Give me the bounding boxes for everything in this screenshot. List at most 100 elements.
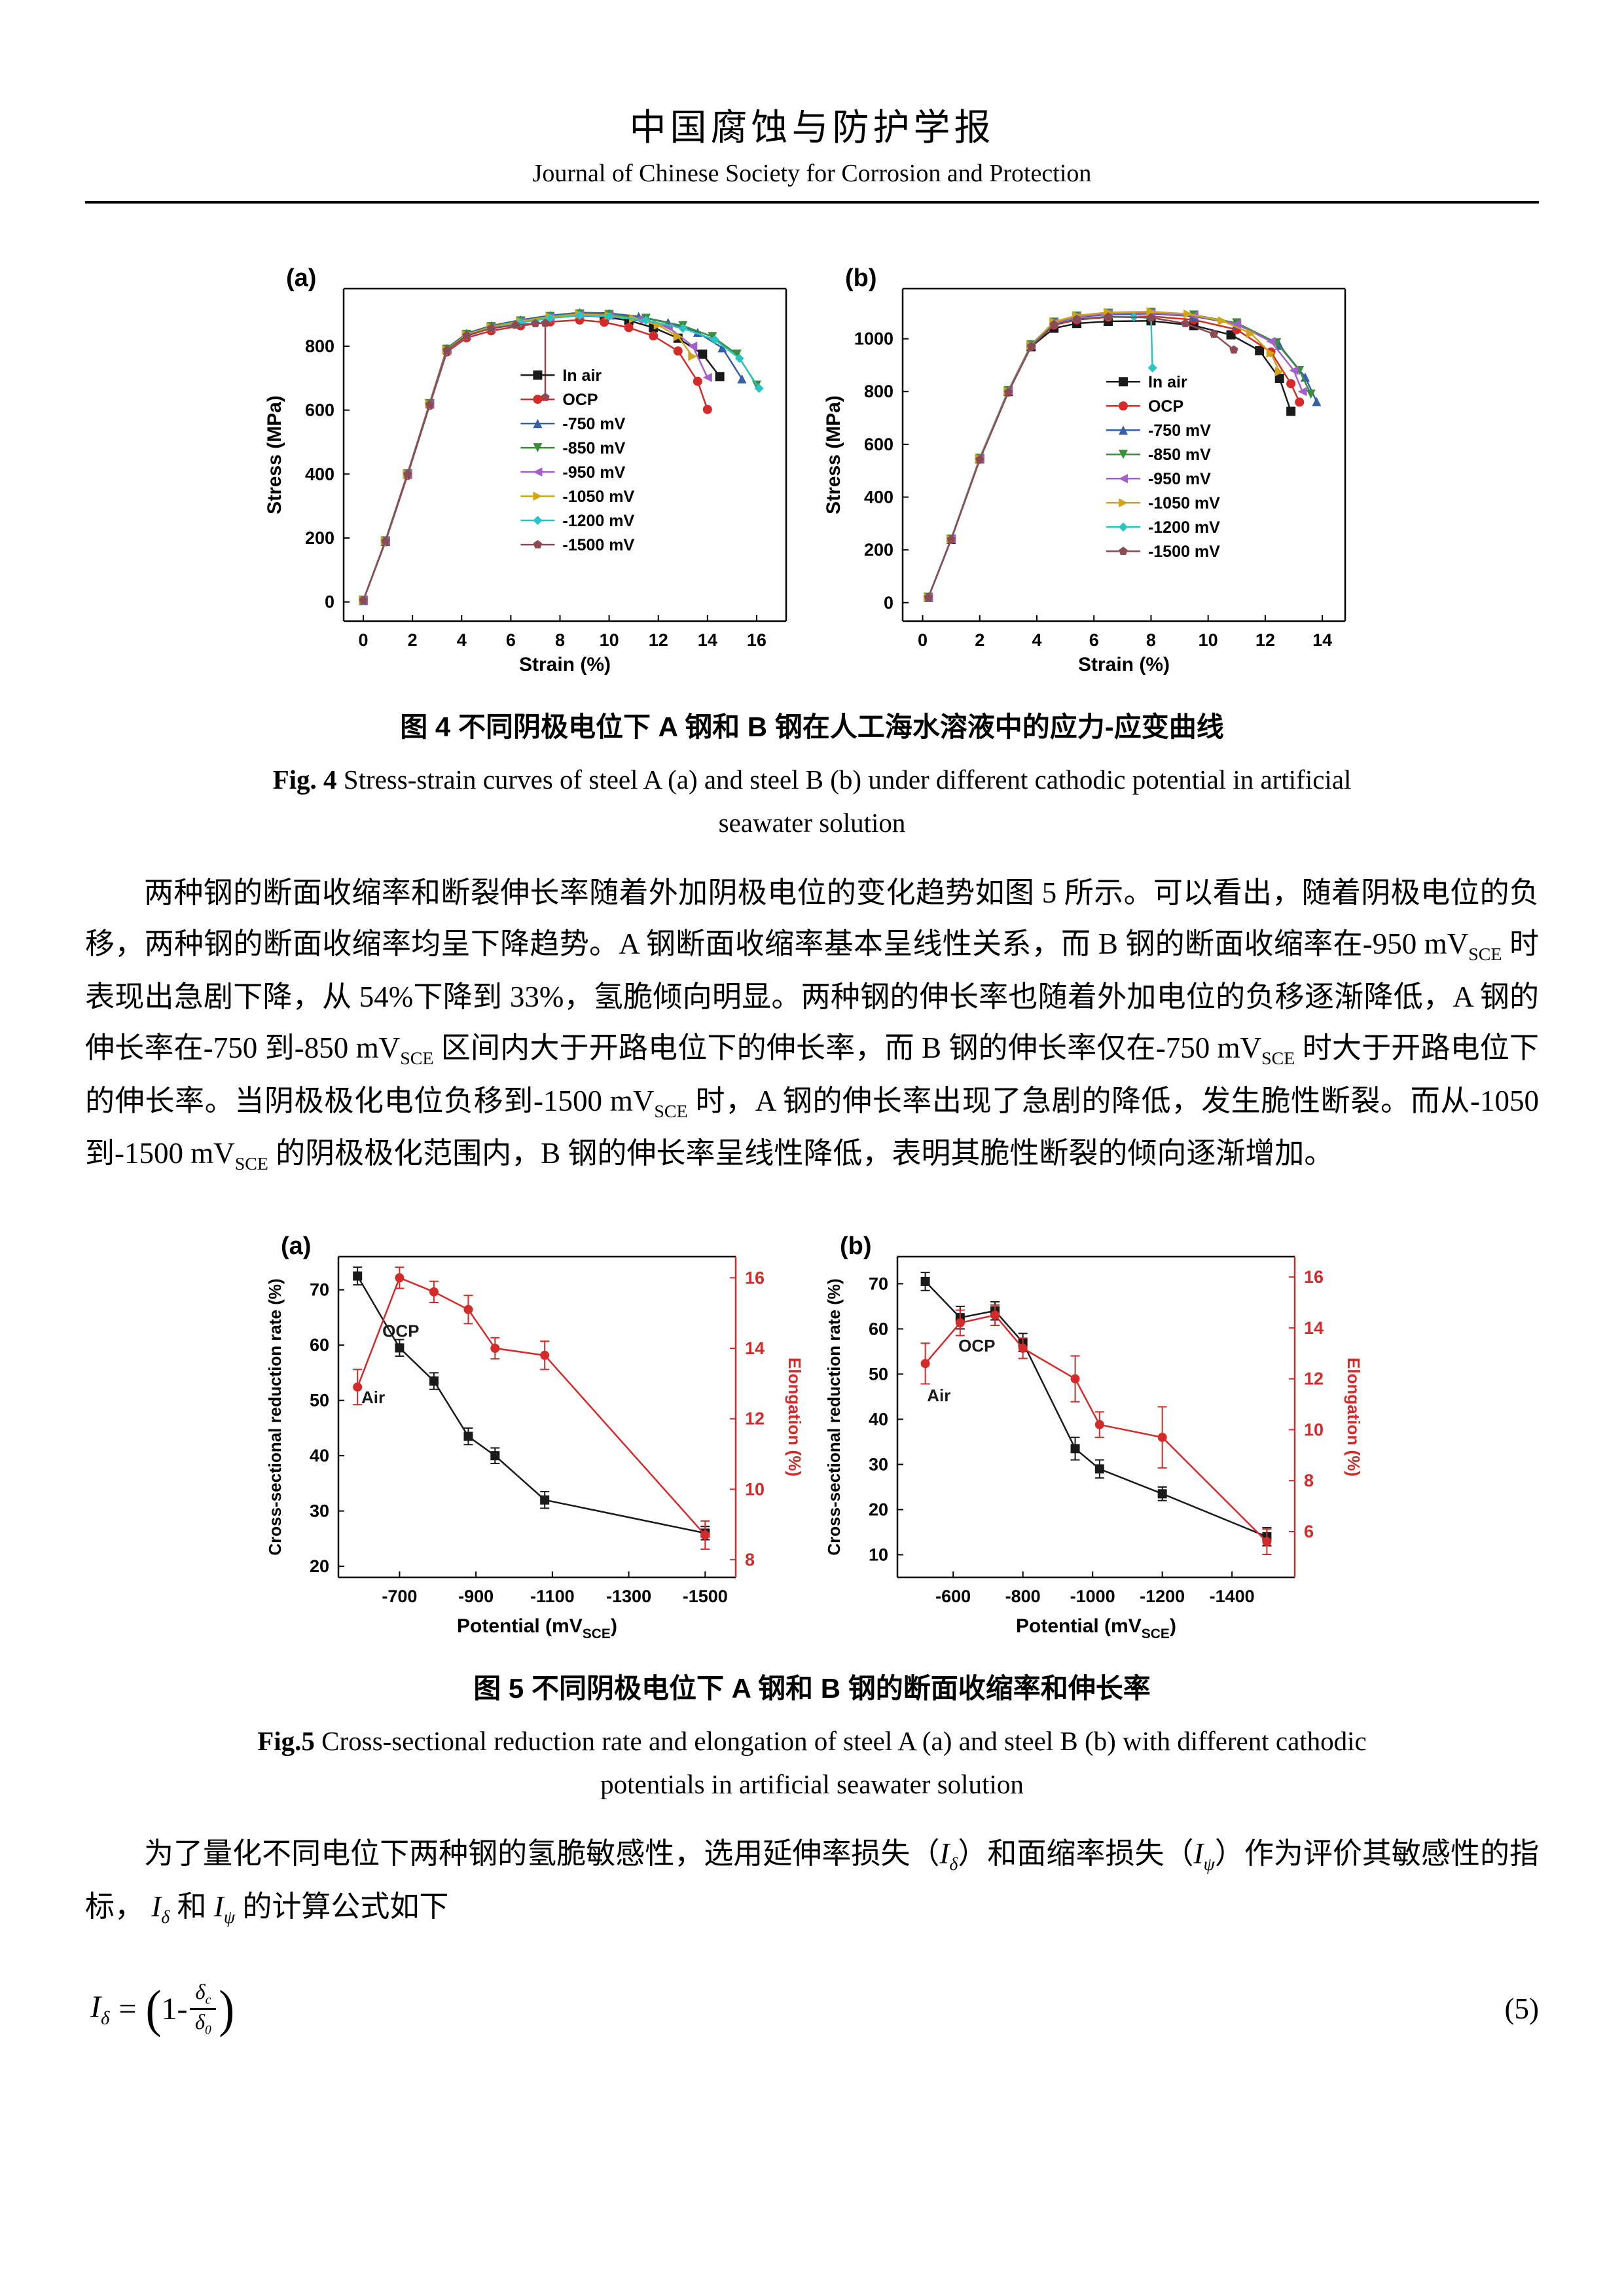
svg-text:2: 2	[975, 630, 984, 650]
svg-text:-950 mV: -950 mV	[562, 463, 625, 482]
svg-text:60: 60	[309, 1335, 329, 1355]
figure-5-caption-en-line2: potentials in artificial seawater soluti…	[600, 1769, 1024, 1799]
svg-text:12: 12	[648, 630, 668, 650]
svg-text:-1050 mV: -1050 mV	[562, 488, 634, 506]
svg-text:-1500: -1500	[682, 1587, 727, 1606]
svg-text:-750 mV: -750 mV	[1147, 422, 1210, 440]
figure-4-caption-zh: 图 4 不同阴极电位下 A 钢和 B 钢在人工海水溶液中的应力-应变曲线	[400, 711, 1224, 742]
figure-5-charts: -700 -900 -1100 -1300 -1500 20 30 40 50 60 70 8 10 12…	[85, 1223, 1539, 1648]
svg-text:0: 0	[918, 630, 928, 650]
equation-relation: =	[118, 1991, 137, 2026]
svg-text:OCP: OCP	[1147, 397, 1183, 416]
svg-text:In air: In air	[562, 367, 602, 385]
svg-text:10: 10	[745, 1479, 765, 1499]
svg-text:800: 800	[863, 382, 893, 401]
svg-text:-850 mV: -850 mV	[1147, 446, 1210, 464]
svg-text:8: 8	[745, 1550, 755, 1570]
stress-strain-chart-steel-b: 0 2 4 6 8 10 12 14 0 200 400 600 800 1000 Strain (%) St…	[823, 264, 1346, 675]
svg-text:16: 16	[745, 1268, 765, 1287]
svg-text:-1500 mV: -1500 mV	[562, 536, 634, 554]
equation-number: (5)	[1504, 1992, 1539, 2026]
svg-text:30: 30	[868, 1454, 888, 1474]
figure-4-caption: 图 4 不同阴极电位下 A 钢和 B 钢在人工海水溶液中的应力-应变曲线 Fig…	[85, 705, 1539, 845]
svg-text:0: 0	[324, 592, 334, 612]
svg-text:200: 200	[304, 528, 334, 548]
svg-text:12: 12	[745, 1408, 765, 1428]
svg-text:4: 4	[1032, 630, 1041, 650]
journal-header: 中国腐蚀与防护学报 Journal of Chinese Society for…	[85, 98, 1539, 204]
svg-text:20: 20	[868, 1499, 888, 1519]
svg-text:-1100: -1100	[530, 1587, 575, 1606]
svg-text:Cross-sectional reduction rate: Cross-sectional reduction rate (%)	[824, 1278, 844, 1555]
open-paren: (	[145, 1979, 162, 2037]
journal-title-zh: 中国腐蚀与防护学报	[629, 108, 995, 149]
reduction-elongation-chart-steel-a: -700 -900 -1100 -1300 -1500 20 30 40 50 60 70 8 10 12…	[265, 1232, 804, 1641]
svg-text:10: 10	[868, 1545, 888, 1564]
svg-text:14: 14	[745, 1338, 765, 1358]
equation-5: Iδ = ( 1- δc δ0 ) (5)	[85, 1980, 1539, 2039]
svg-text:(a): (a)	[286, 264, 316, 292]
svg-text:-1200: -1200	[1140, 1587, 1185, 1606]
svg-text:Air: Air	[927, 1385, 950, 1405]
svg-text:70: 70	[309, 1280, 329, 1299]
svg-text:Potential (mVSCE): Potential (mVSCE)	[1016, 1615, 1176, 1641]
svg-text:OCP: OCP	[958, 1336, 995, 1355]
close-paren: )	[219, 1979, 235, 2037]
svg-text:200: 200	[863, 540, 893, 560]
svg-text:30: 30	[309, 1501, 329, 1520]
stress-strain-chart-steel-a: 0 2 4 6 8 10 12 14 16 0 200 400 600 800 Strain (%) Stre…	[264, 264, 787, 675]
svg-text:600: 600	[304, 401, 334, 420]
reduction-elongation-chart-steel-b: -600 -800 -1000 -1200 -1400 10 20 30 40 50 60 70 6 8 1…	[824, 1232, 1363, 1641]
figure-4-charts: 0 2 4 6 8 10 12 14 16 0 200 400 600 800 Strain (%) Stre…	[85, 255, 1539, 687]
svg-text:1000: 1000	[854, 329, 893, 349]
svg-text:14: 14	[697, 630, 717, 650]
svg-text:-1500 mV: -1500 mV	[1147, 543, 1219, 561]
svg-text:-1000: -1000	[1070, 1587, 1115, 1606]
svg-text:4: 4	[456, 630, 466, 650]
svg-text:Stress (MPa): Stress (MPa)	[264, 395, 285, 514]
svg-text:0: 0	[883, 593, 893, 613]
svg-text:12: 12	[1255, 630, 1274, 650]
svg-text:-800: -800	[1005, 1587, 1040, 1606]
svg-text:Stress (MPa): Stress (MPa)	[823, 395, 844, 514]
svg-text:8: 8	[1146, 630, 1155, 650]
svg-text:-1200 mV: -1200 mV	[562, 512, 634, 530]
figure-4-caption-en-line1: Fig. 4 Stress-strain curves of steel A (…	[272, 764, 1352, 795]
svg-text:6: 6	[1304, 1522, 1314, 1541]
figure-4: 0 2 4 6 8 10 12 14 16 0 200 400 600 800 Strain (%) Stre…	[85, 255, 1539, 845]
svg-text:-1400: -1400	[1209, 1587, 1254, 1606]
svg-text:-700: -700	[382, 1587, 417, 1606]
svg-text:-950 mV: -950 mV	[1147, 470, 1210, 488]
svg-text:50: 50	[868, 1364, 888, 1384]
svg-text:10: 10	[1304, 1420, 1324, 1439]
svg-text:14: 14	[1304, 1318, 1324, 1337]
svg-text:Strain (%): Strain (%)	[518, 654, 610, 675]
svg-text:800: 800	[304, 336, 334, 356]
svg-text:OCP: OCP	[382, 1321, 419, 1340]
svg-text:(b): (b)	[840, 1232, 872, 1260]
svg-text:70: 70	[868, 1274, 888, 1293]
svg-text:-850 mV: -850 mV	[562, 439, 625, 457]
svg-text:(a): (a)	[281, 1232, 311, 1260]
svg-text:Air: Air	[361, 1387, 385, 1407]
svg-text:OCP: OCP	[562, 391, 598, 409]
svg-text:16: 16	[1304, 1267, 1324, 1287]
figure-4-caption-en: Fig. 4 Stress-strain curves of steel A (…	[85, 758, 1539, 845]
svg-text:Elongation (%): Elongation (%)	[785, 1357, 804, 1477]
svg-text:10: 10	[599, 630, 619, 650]
svg-text:(b): (b)	[845, 264, 877, 292]
equation-minuend: 1-	[161, 1991, 188, 2026]
svg-text:600: 600	[863, 435, 893, 454]
fraction-denominator: δ0	[194, 2010, 211, 2037]
paragraph-2: 为了量化不同电位下两种钢的氢脆敏感性，选用延伸率损失（Iδ）和面缩率损失（Iψ）…	[85, 1837, 1539, 1928]
figure-5-caption-en: Fig.5 Cross-sectional reduction rate and…	[85, 1719, 1539, 1806]
svg-text:10: 10	[1198, 630, 1218, 650]
svg-text:20: 20	[309, 1556, 329, 1576]
svg-text:12: 12	[1304, 1369, 1324, 1388]
equation-lhs: Iδ	[90, 1989, 110, 2029]
svg-text:40: 40	[309, 1446, 329, 1465]
svg-text:-1050 mV: -1050 mV	[1147, 494, 1219, 512]
svg-text:6: 6	[505, 630, 515, 650]
figure-5: -700 -900 -1100 -1300 -1500 20 30 40 50 60 70 8 10 12…	[85, 1223, 1539, 1806]
